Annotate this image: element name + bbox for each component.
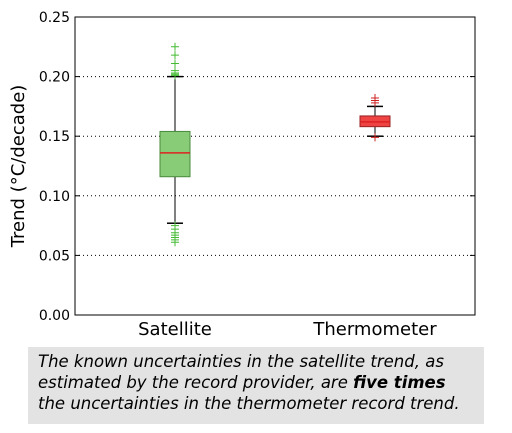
flier-point bbox=[171, 59, 179, 68]
box-plot-chart: 0.00 0.05 0.10 0.15 0.20 0.25 Trend (°C/decad… bbox=[8, 10, 476, 340]
y-tick-label: 0.00 bbox=[39, 308, 70, 324]
y-tick-label: 0.10 bbox=[39, 189, 70, 205]
grid-lines bbox=[75, 76, 475, 256]
caption-text-end: the uncertainties in the thermometer rec… bbox=[38, 394, 460, 413]
flier-point bbox=[171, 42, 179, 51]
y-tick-label: 0.05 bbox=[39, 248, 70, 264]
box-satellite bbox=[159, 42, 191, 247]
boxes bbox=[159, 42, 391, 247]
category-label-satellite: Satellite bbox=[138, 319, 212, 340]
flier-point bbox=[171, 66, 179, 75]
box-iqr bbox=[159, 130, 191, 178]
y-axis-label: Trend (°C/decade) bbox=[8, 85, 29, 249]
plot-frame bbox=[74, 16, 476, 316]
category-label-thermometer: Thermometer bbox=[312, 319, 437, 340]
flier-point bbox=[371, 133, 379, 142]
caption-text-start: The known uncertainties in the satellite… bbox=[38, 352, 444, 392]
y-tick-label: 0.20 bbox=[39, 70, 70, 86]
flier-point bbox=[171, 51, 179, 60]
box-thermometer bbox=[359, 94, 391, 142]
y-tick-label: 0.25 bbox=[39, 10, 70, 26]
y-tick-label: 0.15 bbox=[39, 129, 70, 145]
caption-emphasis: five times bbox=[353, 373, 446, 392]
y-axis-ticks: 0.00 0.05 0.10 0.15 0.20 0.25 bbox=[39, 10, 475, 324]
flier-point bbox=[371, 94, 379, 103]
caption-box: The known uncertainties in the satellite… bbox=[28, 347, 484, 424]
flier-point bbox=[171, 221, 179, 230]
